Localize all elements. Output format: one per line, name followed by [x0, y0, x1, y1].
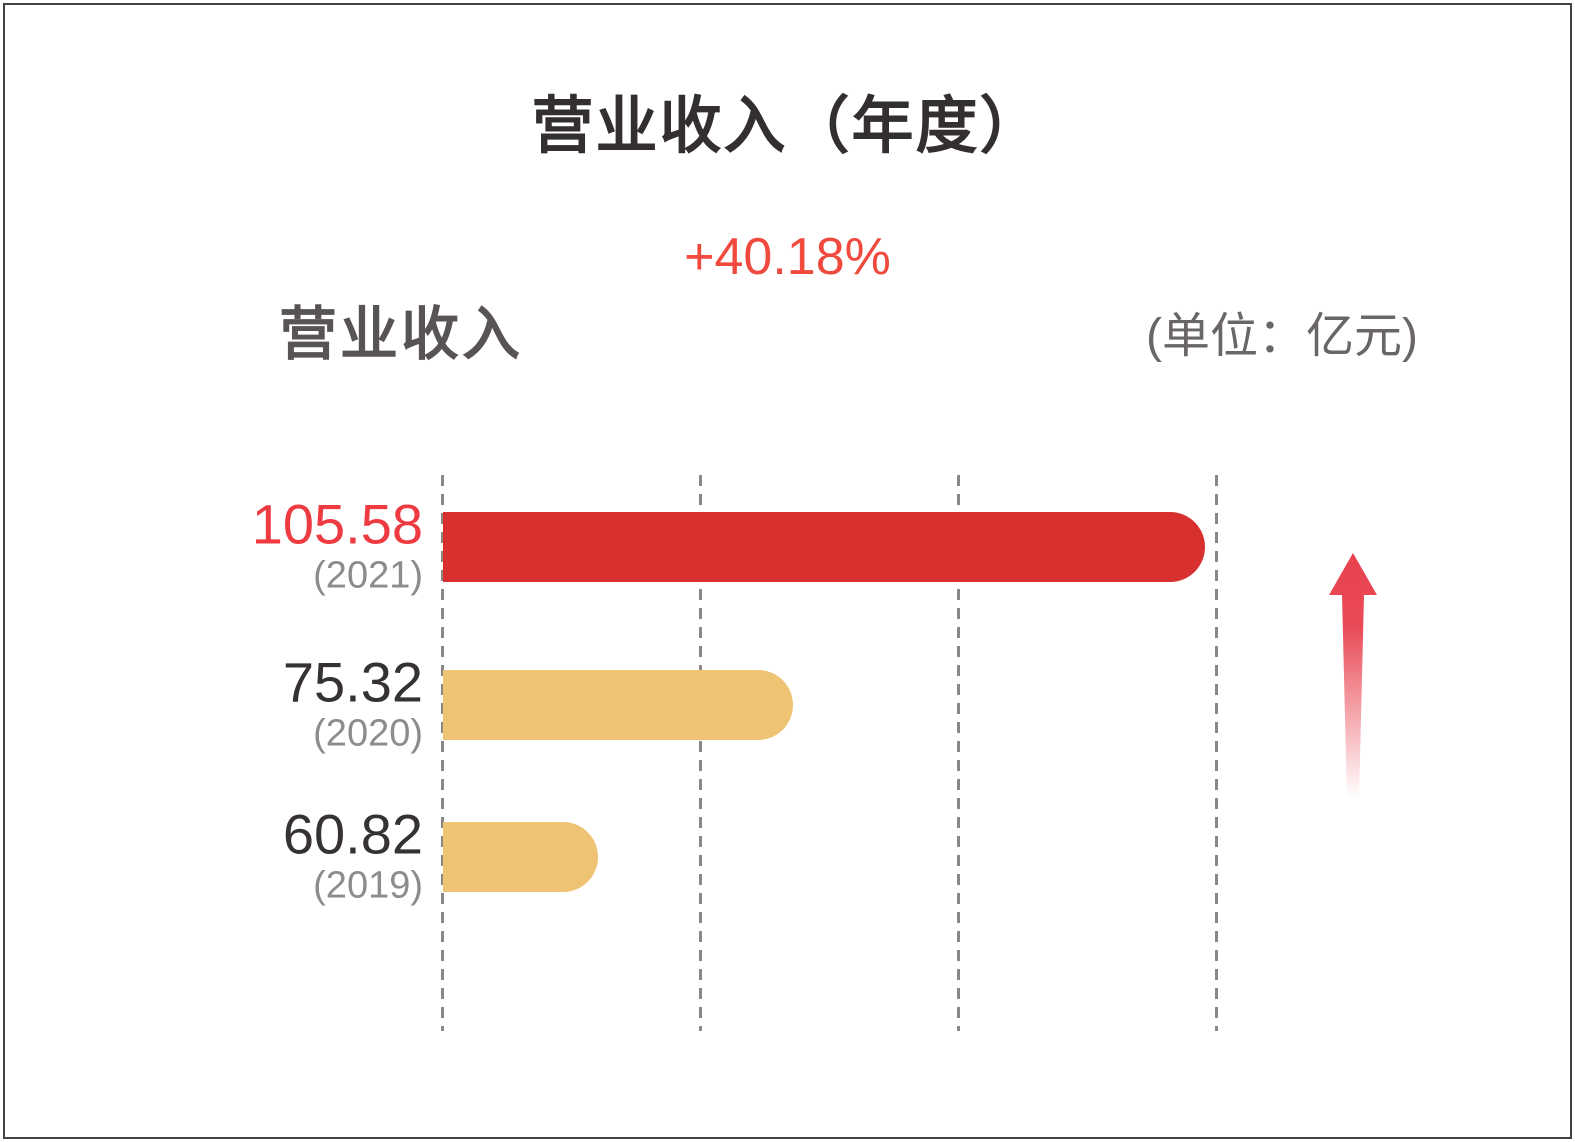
bar-track	[443, 670, 1217, 740]
bar-2020	[443, 670, 793, 740]
value-label-2019: 60.82	[282, 802, 423, 866]
growth-percentage-label: +40.18%	[684, 228, 891, 286]
gridline	[957, 475, 960, 1031]
bar-chart: 105.58 (2021) 75.32 (2020) 60.82 (2019)	[5, 5, 1570, 1137]
row-labels: 105.58 (2021)	[145, 492, 423, 598]
unit-label: (单位：亿元)	[1146, 310, 1418, 363]
gridline	[1215, 475, 1218, 1031]
bar-track	[443, 822, 1217, 892]
up-arrow-icon	[1321, 551, 1385, 801]
value-label-2020: 75.32	[282, 650, 423, 714]
infographic-canvas: 营业收入（年度） +40.18% 营业收入 (单位：亿元) 105.58 (20…	[3, 3, 1572, 1139]
series-label: 营业收入	[279, 302, 524, 367]
row-labels: 60.82 (2019)	[145, 802, 423, 908]
bar-2019	[443, 822, 598, 892]
bar-track	[443, 512, 1217, 582]
year-label-2019: (2019)	[313, 864, 423, 907]
bar-row-2020: 75.32 (2020)	[5, 654, 1570, 754]
chart-title: 营业收入（年度）	[531, 92, 1044, 161]
gridline	[699, 475, 702, 1031]
bar-row-2021: 105.58 (2021)	[5, 496, 1570, 596]
value-label-2021: 105.58	[251, 492, 423, 556]
bar-row-2019: 60.82 (2019)	[5, 806, 1570, 906]
bar-2021	[443, 512, 1205, 582]
year-label-2020: (2020)	[313, 712, 423, 755]
gridline	[441, 475, 444, 1031]
year-label-2021: (2021)	[313, 554, 423, 597]
row-labels: 75.32 (2020)	[145, 650, 423, 756]
